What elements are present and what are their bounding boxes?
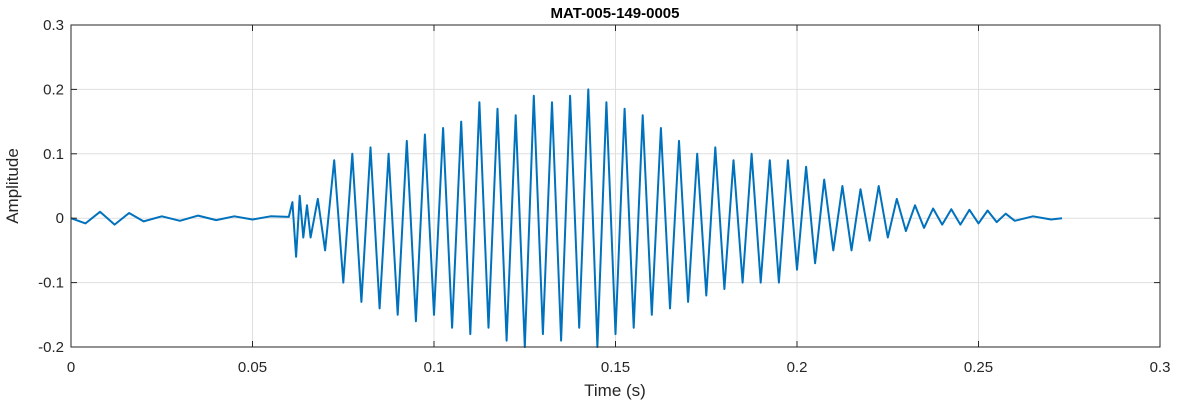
grid-lines (71, 25, 1160, 347)
chart-title: MAT-005-149-0005 (551, 5, 680, 22)
x-axis: 0 0.05 0.1 0.15 0.2 0.25 0.3 (67, 25, 1171, 376)
y-tick-label: -0.1 (38, 275, 64, 292)
x-tick-label: 0.05 (238, 359, 267, 376)
x-tick-label: 0.3 (1150, 359, 1171, 376)
waveform-line (70, 88, 1063, 348)
x-tick-label: 0 (67, 359, 75, 376)
y-tick-label: 0.3 (43, 17, 64, 34)
y-tick-label: 0.1 (43, 146, 64, 163)
y-axis: -0.2 -0.1 0 0.1 0.2 0.3 (38, 17, 1160, 356)
y-axis-label: Amplitude (3, 148, 22, 224)
x-tick-label: 0.2 (787, 359, 808, 376)
y-tick-label: 0.2 (43, 81, 64, 98)
x-tick-label: 0.15 (601, 359, 630, 376)
x-tick-label: 0.1 (424, 359, 445, 376)
y-tick-label: 0 (56, 210, 64, 227)
x-tick-label: 0.25 (964, 359, 993, 376)
x-axis-label: Time (s) (584, 381, 646, 400)
plot-area (70, 88, 1063, 348)
y-tick-label: -0.2 (38, 339, 64, 356)
